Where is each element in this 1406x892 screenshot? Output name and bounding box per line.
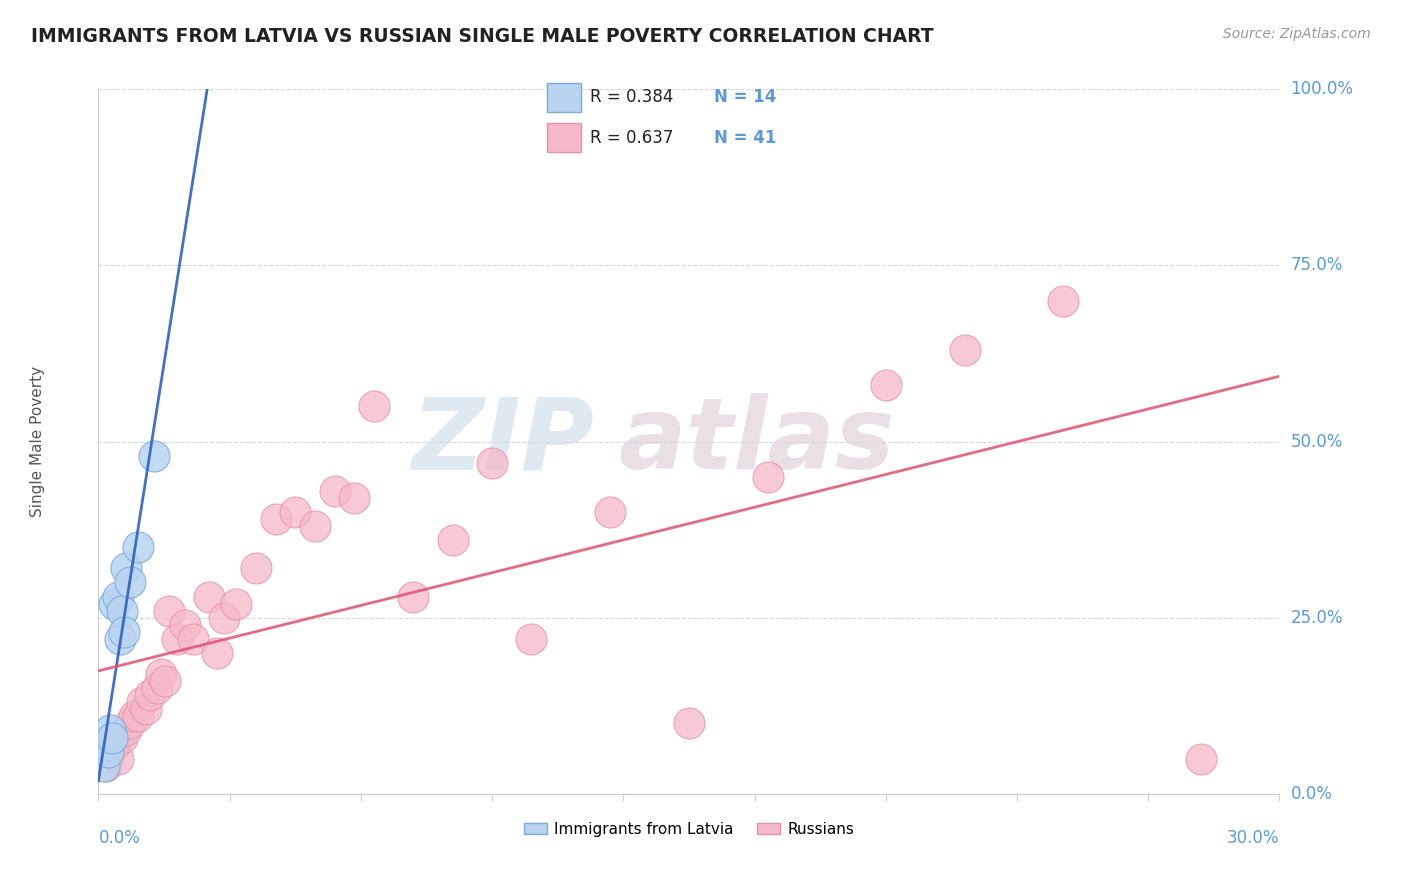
Point [264,512,287,526]
Point [96,758,118,772]
Point [225,597,247,611]
Text: Single Male Poverty: Single Male Poverty [31,366,45,517]
Point [112,624,135,639]
Point [103,597,125,611]
Point [122,709,145,723]
Point [111,604,134,618]
Point [205,646,228,660]
Point [98,745,121,759]
Point [284,505,307,519]
Point [1189,751,1212,765]
Point [101,731,124,745]
Point [174,617,197,632]
Point [150,667,173,681]
Point [131,695,153,709]
Point [118,575,141,590]
Point [197,590,219,604]
Text: Source: ZipAtlas.com: Source: ZipAtlas.com [1223,27,1371,41]
Point [756,469,779,483]
Point [127,709,149,723]
Text: 0.0%: 0.0% [98,830,141,847]
Text: 100.0%: 100.0% [1291,80,1354,98]
Point [402,590,425,604]
Point [108,632,131,646]
Point [1052,293,1074,308]
Text: R = 0.384: R = 0.384 [591,88,673,106]
Point [107,590,129,604]
Point [135,702,157,716]
Text: R = 0.637: R = 0.637 [591,128,673,147]
Point [93,758,115,772]
Point [127,540,149,554]
Text: ZIP: ZIP [412,393,595,490]
FancyBboxPatch shape [547,123,581,153]
Text: atlas: atlas [619,393,894,490]
Point [166,632,188,646]
Point [214,610,236,624]
Text: 50.0%: 50.0% [1291,433,1343,450]
Point [115,561,138,575]
Point [146,681,169,696]
Point [118,716,141,731]
Text: 75.0%: 75.0% [1291,256,1343,275]
Legend: Immigrants from Latvia, Russians: Immigrants from Latvia, Russians [517,815,860,843]
FancyBboxPatch shape [547,83,581,112]
Point [96,738,118,752]
Text: N = 14: N = 14 [714,88,776,106]
Text: IMMIGRANTS FROM LATVIA VS RUSSIAN SINGLE MALE POVERTY CORRELATION CHART: IMMIGRANTS FROM LATVIA VS RUSSIAN SINGLE… [31,27,934,45]
Point [111,731,134,745]
Point [103,738,125,752]
Point [155,674,177,689]
Point [678,716,700,731]
Point [115,723,138,738]
Point [181,632,204,646]
Point [138,688,160,702]
Point [98,723,121,738]
Point [441,533,464,548]
Point [304,519,326,533]
Point [599,505,621,519]
Text: 30.0%: 30.0% [1227,830,1279,847]
Text: N = 41: N = 41 [714,128,776,147]
Text: 0.0%: 0.0% [1291,785,1333,803]
Point [875,378,897,392]
Point [343,491,366,505]
Point [142,449,165,463]
Point [363,399,385,413]
Point [107,751,129,765]
Point [323,483,346,498]
Point [481,456,503,470]
Point [245,561,267,575]
Point [157,604,180,618]
Point [520,632,543,646]
Point [953,343,976,357]
Text: 25.0%: 25.0% [1291,608,1343,627]
Point [97,745,120,759]
